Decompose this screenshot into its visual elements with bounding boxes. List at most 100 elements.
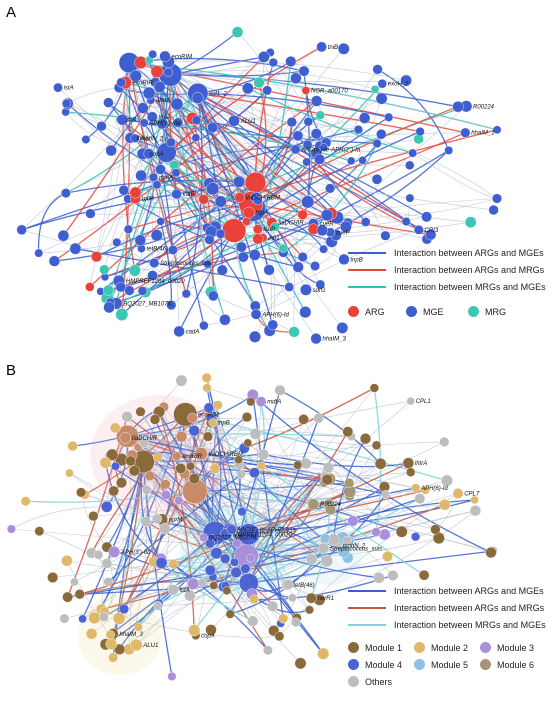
network-edge <box>74 528 165 583</box>
network-node <box>152 180 162 190</box>
network-node <box>347 156 356 166</box>
network-node <box>439 498 451 511</box>
node-label: IlaDCHIRBM <box>246 196 280 202</box>
network-edge <box>250 106 459 205</box>
network-node <box>204 564 216 576</box>
network-node <box>116 77 127 88</box>
network-node <box>128 465 140 477</box>
network-edge <box>331 198 498 218</box>
network-node <box>159 50 171 63</box>
network-node <box>171 168 181 178</box>
network-edge <box>217 405 249 535</box>
network-edge <box>193 487 416 585</box>
network-node <box>111 461 120 471</box>
network-node <box>152 452 163 462</box>
panel-b-label: B <box>6 362 17 379</box>
network-edge <box>206 387 251 402</box>
network-node <box>371 173 383 185</box>
network-edge <box>127 56 265 200</box>
network-node <box>358 112 371 124</box>
node-label: hhaIM_3 <box>323 337 347 343</box>
network-node <box>339 220 352 233</box>
network-edge <box>128 62 317 339</box>
network-node <box>142 86 156 100</box>
network-node <box>320 554 333 568</box>
network-node <box>299 283 312 296</box>
network-node <box>199 320 209 331</box>
node-label: cadA <box>186 329 200 335</box>
network-node <box>338 253 350 266</box>
network-edge <box>127 435 298 466</box>
network-node <box>101 500 113 513</box>
network-edge <box>214 441 445 534</box>
node-label: lsdP <box>264 227 276 233</box>
network-node <box>401 216 411 226</box>
network-edge <box>123 407 210 610</box>
network-node <box>115 281 126 293</box>
network-node <box>316 224 328 237</box>
network-edge <box>128 62 158 236</box>
legend-label: Interaction between ARGs and MRGs <box>394 265 545 275</box>
network-node <box>169 160 180 171</box>
node-label: ecoRIM <box>172 54 193 60</box>
network-edge <box>169 74 178 195</box>
network-node <box>469 505 482 517</box>
network-node <box>306 553 318 565</box>
network-node <box>160 479 171 490</box>
node-label: IlaDCHIR <box>132 436 158 442</box>
network-node <box>255 396 267 407</box>
network-node <box>297 251 308 262</box>
node-label: zitB <box>125 117 136 123</box>
network-node <box>425 229 437 241</box>
node-label: copA <box>150 152 164 158</box>
legend-a-node-arg: ARG <box>348 306 385 317</box>
node-label: CRI3 <box>425 228 439 234</box>
node-label: bfpA <box>256 211 268 217</box>
network-node <box>166 137 176 148</box>
network-node <box>310 261 320 271</box>
network-edge <box>104 462 162 560</box>
legend-line <box>348 252 386 254</box>
network-edge <box>101 504 446 611</box>
network-edge <box>170 74 459 108</box>
network-edge <box>206 377 222 534</box>
network-node <box>492 193 503 204</box>
network-node <box>191 92 204 105</box>
legend-b-module-3: Module 3 <box>480 642 534 653</box>
network-node <box>88 611 101 625</box>
network-node <box>108 652 119 663</box>
network-node <box>439 436 450 447</box>
network-node <box>241 411 253 423</box>
network-node <box>237 507 247 517</box>
network-node <box>16 224 27 236</box>
network-edge <box>108 214 328 291</box>
node-label: istA <box>64 86 74 92</box>
network-node <box>61 554 73 567</box>
network-node <box>402 457 415 469</box>
network-node <box>415 127 425 137</box>
network-node <box>405 193 415 203</box>
node-label: HMPREF1204_00020 <box>233 532 292 538</box>
legend-a-node-mrg: MRG <box>468 306 506 317</box>
network-node <box>246 397 256 407</box>
network-node <box>233 175 246 188</box>
legend-b-module-2: Module 2 <box>414 642 468 653</box>
network-node <box>305 592 317 604</box>
network-edge <box>263 453 409 468</box>
network-edge <box>253 472 328 562</box>
network-edge <box>135 124 166 193</box>
network-node <box>69 242 82 255</box>
network-node <box>129 186 142 199</box>
network-node <box>191 115 202 125</box>
network-node <box>216 264 228 276</box>
network-edge <box>107 473 242 583</box>
network-node <box>305 605 315 615</box>
network-edge <box>69 472 215 534</box>
network-node <box>278 243 288 253</box>
legend-line <box>348 590 386 592</box>
network-node <box>369 383 380 393</box>
network-node <box>242 217 251 226</box>
network-node <box>372 138 382 148</box>
network-node <box>257 51 270 63</box>
